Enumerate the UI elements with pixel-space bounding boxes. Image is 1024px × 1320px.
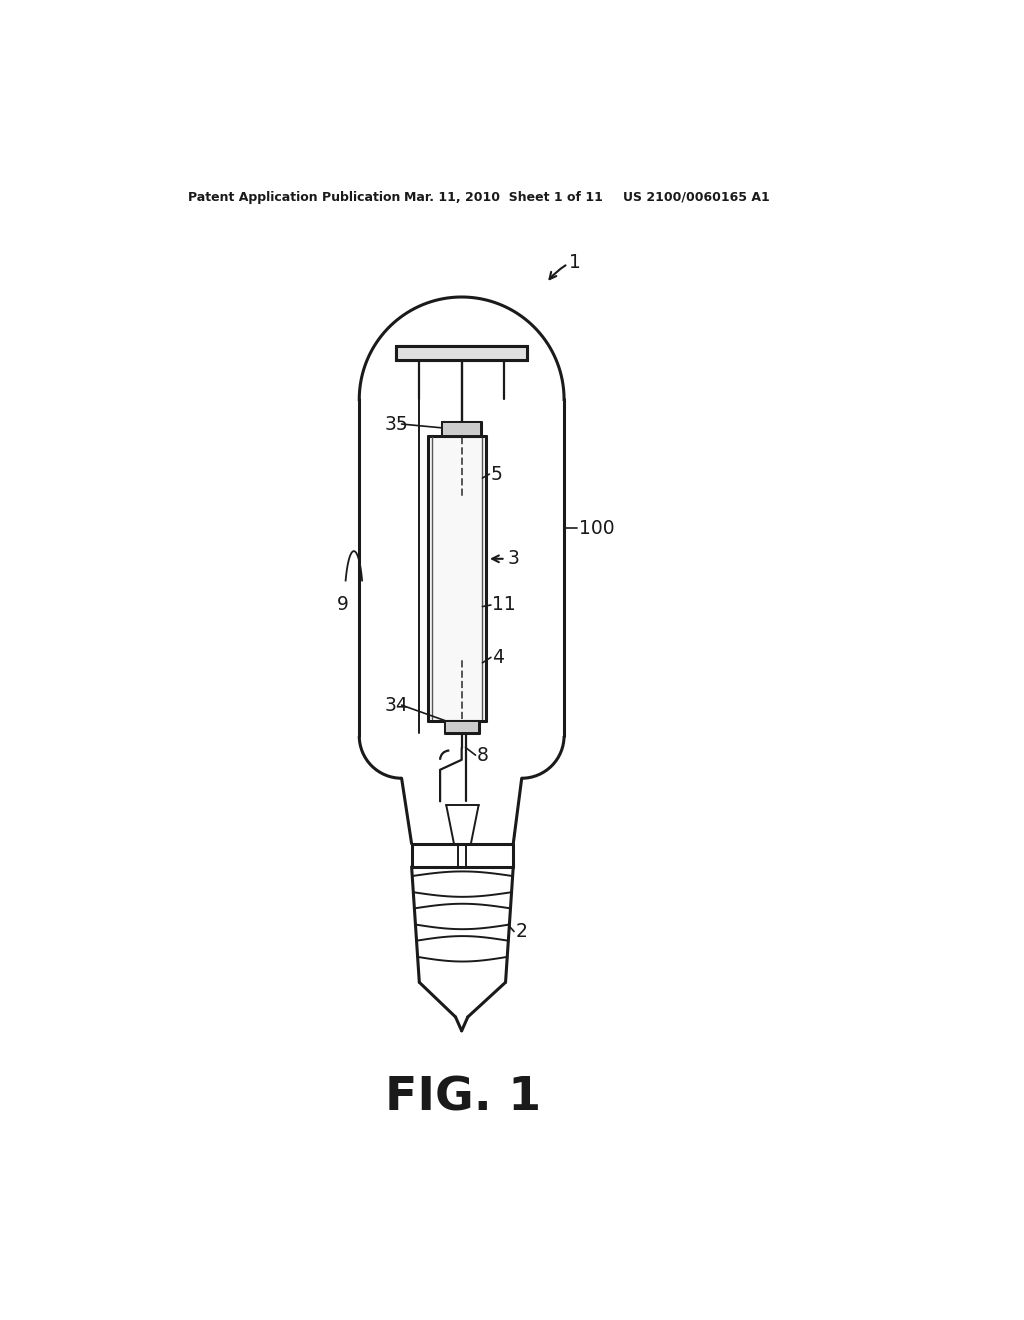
Text: Patent Application Publication: Patent Application Publication (188, 191, 400, 203)
Text: 4: 4 (493, 648, 505, 667)
Text: 100: 100 (579, 519, 614, 537)
Text: 11: 11 (493, 595, 516, 615)
Text: 35: 35 (385, 414, 409, 433)
Bar (442, 422, 481, 436)
Text: 34: 34 (385, 696, 409, 714)
Bar (396, 346, 527, 360)
Text: 5: 5 (490, 465, 503, 483)
Text: 3: 3 (508, 549, 520, 569)
Text: 1: 1 (569, 253, 582, 272)
Text: 9: 9 (337, 595, 349, 615)
Bar (444, 721, 478, 733)
Text: 8: 8 (477, 746, 488, 764)
Text: US 2100/0060165 A1: US 2100/0060165 A1 (624, 191, 770, 203)
Bar (428, 436, 486, 721)
Text: Mar. 11, 2010  Sheet 1 of 11: Mar. 11, 2010 Sheet 1 of 11 (403, 191, 603, 203)
Text: 2: 2 (515, 921, 527, 941)
Text: FIG. 1: FIG. 1 (385, 1076, 542, 1121)
